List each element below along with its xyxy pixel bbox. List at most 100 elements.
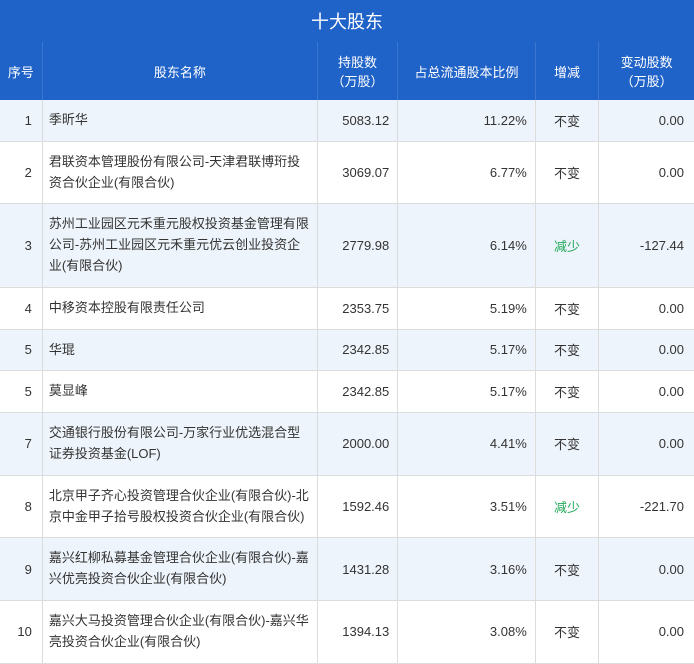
cell-change: 不变 (535, 538, 598, 601)
table-header-row: 序号 股东名称 持股数 （万股） 占总流通股本比例 增减 变动股数 （万股） (0, 42, 694, 100)
cell-change: 不变 (535, 329, 598, 371)
cell-name: 苏州工业园区元禾重元股权投资基金管理有限公司-苏州工业园区元禾重元优云创业投资企… (42, 204, 317, 287)
cell-name: 北京甲子齐心投资管理合伙企业(有限合伙)-北京中金甲子拾号股权投资合伙企业(有限… (42, 475, 317, 538)
cell-index: 9 (0, 538, 42, 601)
header-shares: 持股数 （万股） (317, 42, 397, 100)
cell-index: 7 (0, 413, 42, 476)
cell-shares: 1592.46 (317, 475, 397, 538)
percent-text: 5.17% (490, 384, 527, 399)
cell-shares: 1394.13 (317, 600, 397, 663)
percent-text: 4.41% (490, 436, 527, 451)
percent-text: 3.16% (490, 562, 527, 577)
cell-index: 5 (0, 329, 42, 371)
header-percent: 占总流通股本比例 (398, 42, 536, 100)
cell-change: 减少 (535, 204, 598, 287)
cell-shares: 1431.28 (317, 538, 397, 601)
cell-shares: 2000.00 (317, 413, 397, 476)
cell-delta: 0.00 (599, 287, 694, 329)
table-row: 4中移资本控股有限责任公司2353.75 5.19% 不变0.00 (0, 287, 694, 329)
percent-text: 3.08% (490, 624, 527, 639)
percent-bar (398, 601, 435, 663)
cell-percent: 5.19% (398, 287, 536, 329)
cell-delta: 0.00 (599, 413, 694, 476)
cell-change: 不变 (535, 141, 598, 204)
cell-change: 不变 (535, 371, 598, 413)
cell-name: 季昕华 (42, 100, 317, 141)
table-row: 8北京甲子齐心投资管理合伙企业(有限合伙)-北京中金甲子拾号股权投资合伙企业(有… (0, 475, 694, 538)
cell-change: 减少 (535, 475, 598, 538)
table-row: 1季昕华5083.12 11.22% 不变0.00 (0, 100, 694, 141)
percent-bar (398, 371, 461, 412)
cell-change: 不变 (535, 100, 598, 141)
percent-text: 6.14% (490, 238, 527, 253)
cell-shares: 5083.12 (317, 100, 397, 141)
cell-shares: 2342.85 (317, 329, 397, 371)
cell-percent: 6.77% (398, 141, 536, 204)
cell-percent: 5.17% (398, 371, 536, 413)
header-delta: 变动股数 （万股） (599, 42, 694, 100)
cell-delta: 0.00 (599, 141, 694, 204)
cell-percent: 6.14% (398, 204, 536, 287)
cell-index: 1 (0, 100, 42, 141)
table-row: 5华琨2342.85 5.17% 不变0.00 (0, 329, 694, 371)
cell-delta: 0.00 (599, 538, 694, 601)
percent-text: 5.19% (490, 301, 527, 316)
cell-change: 不变 (535, 413, 598, 476)
percent-text: 3.51% (490, 499, 527, 514)
header-change: 增减 (535, 42, 598, 100)
cell-index: 5 (0, 371, 42, 413)
cell-index: 3 (0, 204, 42, 287)
table-row: 2君联资本管理股份有限公司-天津君联博珩投资合伙企业(有限合伙)3069.07 6… (0, 141, 694, 204)
cell-name: 嘉兴大马投资管理合伙企业(有限合伙)-嘉兴华亮投资合伙企业(有限合伙) (42, 600, 317, 663)
cell-index: 2 (0, 141, 42, 204)
cell-percent: 3.08% (398, 600, 536, 663)
table-row: 7交通银行股份有限公司-万家行业优选混合型证券投资基金(LOF)2000.00 4… (0, 413, 694, 476)
cell-percent: 4.41% (398, 413, 536, 476)
cell-index: 4 (0, 287, 42, 329)
percent-text: 6.77% (490, 165, 527, 180)
percent-bar (398, 476, 441, 538)
cell-delta: -127.44 (599, 204, 694, 287)
percent-bar (398, 204, 473, 286)
cell-name: 中移资本控股有限责任公司 (42, 287, 317, 329)
shareholders-table: 十大股东 序号 股东名称 持股数 （万股） 占总流通股本比例 增减 变动股数 （… (0, 0, 694, 664)
table-row: 9嘉兴红柳私募基金管理合伙企业(有限合伙)-嘉兴优亮投资合伙企业(有限合伙)14… (0, 538, 694, 601)
table-row: 3苏州工业园区元禾重元股权投资基金管理有限公司-苏州工业园区元禾重元优云创业投资… (0, 204, 694, 287)
header-index: 序号 (0, 42, 42, 100)
cell-shares: 2779.98 (317, 204, 397, 287)
cell-shares: 3069.07 (317, 141, 397, 204)
cell-delta: 0.00 (599, 600, 694, 663)
percent-bar (398, 538, 436, 600)
cell-percent: 3.51% (398, 475, 536, 538)
header-name: 股东名称 (42, 42, 317, 100)
cell-shares: 2342.85 (317, 371, 397, 413)
percent-bar (398, 413, 452, 475)
cell-name: 莫显峰 (42, 371, 317, 413)
percent-text: 11.22% (484, 113, 527, 128)
cell-delta: 0.00 (599, 371, 694, 413)
cell-change: 不变 (535, 600, 598, 663)
table-title: 十大股东 (0, 0, 694, 42)
cell-name: 君联资本管理股份有限公司-天津君联博珩投资合伙企业(有限合伙) (42, 141, 317, 204)
cell-shares: 2353.75 (317, 287, 397, 329)
cell-delta: -221.70 (599, 475, 694, 538)
cell-name: 华琨 (42, 329, 317, 371)
cell-percent: 5.17% (398, 329, 536, 371)
percent-bar (398, 142, 480, 204)
table-row: 5莫显峰2342.85 5.17% 不变0.00 (0, 371, 694, 413)
cell-index: 8 (0, 475, 42, 538)
percent-bar (398, 288, 461, 329)
cell-name: 嘉兴红柳私募基金管理合伙企业(有限合伙)-嘉兴优亮投资合伙企业(有限合伙) (42, 538, 317, 601)
cell-percent: 3.16% (398, 538, 536, 601)
cell-percent: 11.22% (398, 100, 536, 141)
table-body: 1季昕华5083.1211.22%不变0.002君联资本管理股份有限公司-天津君… (0, 100, 694, 663)
table-row: 10嘉兴大马投资管理合伙企业(有限合伙)-嘉兴华亮投资合伙企业(有限合伙)139… (0, 600, 694, 663)
cell-index: 10 (0, 600, 42, 663)
percent-bar (398, 330, 461, 371)
percent-text: 5.17% (490, 342, 527, 357)
cell-delta: 0.00 (599, 100, 694, 141)
cell-delta: 0.00 (599, 329, 694, 371)
table-title-row: 十大股东 (0, 0, 694, 42)
cell-change: 不变 (535, 287, 598, 329)
cell-name: 交通银行股份有限公司-万家行业优选混合型证券投资基金(LOF) (42, 413, 317, 476)
